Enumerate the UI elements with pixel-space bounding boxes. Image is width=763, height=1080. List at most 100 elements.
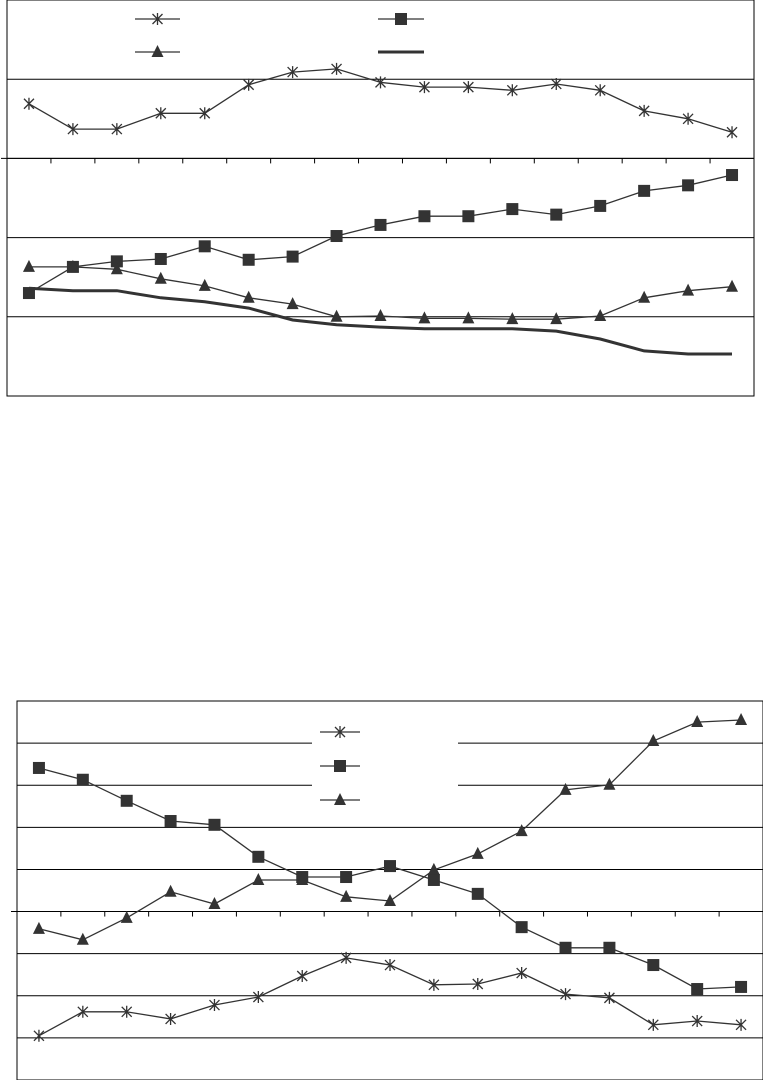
marker: [198, 240, 211, 253]
marker: [374, 218, 387, 231]
marker: [471, 846, 484, 859]
marker: [471, 887, 484, 900]
marker: [110, 255, 123, 268]
marker: [384, 959, 396, 972]
marker: [208, 896, 221, 909]
marker: [735, 712, 748, 725]
marker: [76, 932, 89, 945]
marker: [252, 991, 264, 1004]
marker: [638, 104, 650, 117]
marker: [726, 169, 739, 182]
marker: [23, 97, 35, 110]
marker: [111, 123, 123, 136]
marker: [154, 252, 167, 265]
marker: [330, 309, 343, 322]
marker: [726, 126, 738, 139]
marker: [515, 824, 528, 837]
marker: [164, 815, 177, 828]
marker: [638, 290, 651, 303]
plot-frame: [6, 0, 755, 397]
marker: [375, 76, 386, 89]
marker: [682, 179, 695, 192]
marker: [340, 871, 353, 884]
marker: [682, 112, 694, 125]
marker: [506, 312, 519, 325]
marker: [427, 873, 440, 886]
marker: [594, 84, 606, 97]
marker: [32, 761, 45, 774]
marker: [559, 782, 572, 795]
marker: [296, 872, 309, 885]
marker: [164, 884, 177, 897]
marker: [67, 123, 79, 136]
marker: [384, 894, 396, 907]
marker: [594, 309, 607, 322]
marker: [155, 107, 167, 120]
marker: [286, 297, 299, 310]
marker: [691, 715, 704, 728]
marker: [165, 1012, 177, 1025]
marker: [198, 278, 211, 291]
marker: [559, 941, 572, 954]
marker: [550, 208, 563, 221]
marker: [330, 230, 343, 243]
marker: [334, 726, 346, 738]
marker: [726, 279, 739, 292]
marker: [603, 941, 616, 954]
marker: [735, 1018, 747, 1031]
marker: [242, 290, 255, 303]
marker: [22, 259, 35, 272]
marker: [516, 967, 528, 980]
marker: [418, 311, 431, 324]
marker: [199, 107, 211, 120]
marker: [77, 1005, 89, 1018]
marker: [462, 81, 474, 94]
marker: [242, 253, 255, 266]
marker: [691, 983, 704, 996]
marker: [32, 921, 45, 934]
marker: [418, 210, 431, 223]
marker: [428, 978, 440, 991]
marker: [603, 777, 616, 790]
chart: [11, 700, 763, 1080]
marker: [152, 13, 163, 25]
marker: [427, 862, 440, 875]
marker: [22, 287, 35, 300]
marker: [682, 283, 695, 296]
marker: [638, 184, 651, 197]
marker: [287, 66, 299, 79]
marker: [110, 262, 123, 275]
marker: [472, 977, 484, 990]
marker: [603, 991, 615, 1004]
marker: [120, 910, 133, 923]
marker: [462, 311, 475, 324]
marker: [647, 734, 660, 747]
marker: [121, 1005, 133, 1018]
marker: [334, 760, 346, 772]
marker: [395, 13, 407, 25]
marker: [331, 62, 343, 75]
marker: [252, 872, 265, 885]
marker: [594, 199, 607, 212]
series-line: [28, 286, 732, 356]
marker: [120, 794, 133, 807]
marker: [560, 988, 571, 1001]
marker: [296, 969, 308, 982]
marker: [374, 309, 387, 322]
marker: [76, 773, 89, 786]
marker: [208, 818, 221, 831]
marker: [340, 951, 352, 964]
marker: [418, 81, 430, 94]
marker: [33, 1029, 45, 1042]
marker: [506, 84, 518, 97]
marker: [340, 889, 353, 902]
marker: [154, 271, 167, 284]
marker: [735, 980, 748, 993]
marker: [384, 860, 396, 873]
marker: [550, 77, 562, 90]
marker: [252, 850, 265, 863]
marker: [691, 1015, 703, 1028]
marker: [209, 999, 220, 1012]
marker: [334, 793, 346, 805]
